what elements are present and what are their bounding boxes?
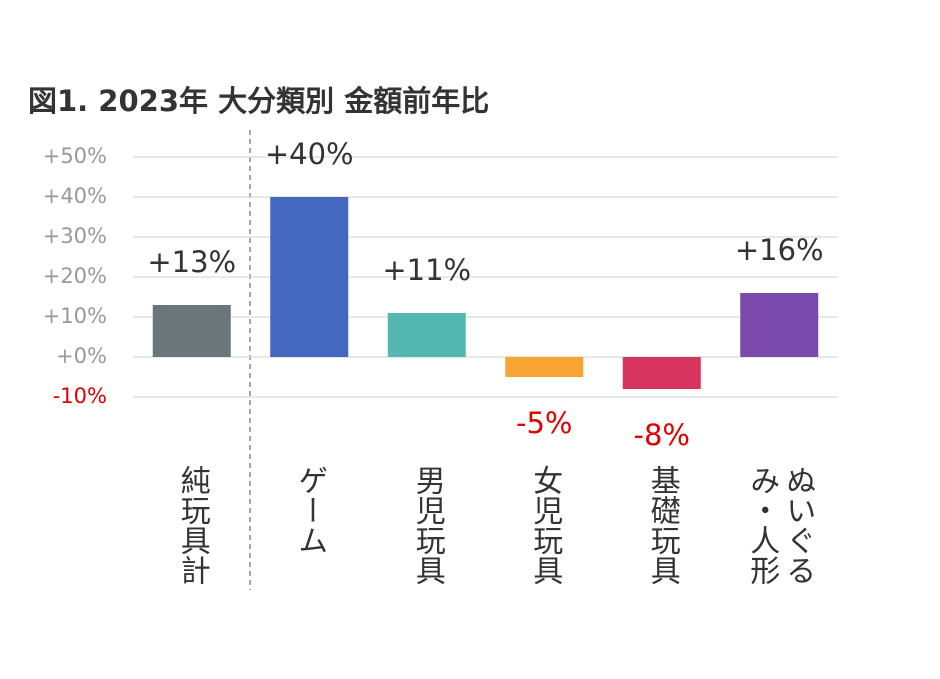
y-tick-label: +30% (43, 224, 107, 248)
chart-title: 図1. 2023年 大分類別 金額前年比 (28, 84, 489, 118)
bar (505, 357, 584, 377)
x-tick-label: 基礎玩具 (644, 465, 680, 585)
value-label: +16% (735, 233, 824, 267)
x-tick-label: ぬいぐるみ・人形 (744, 465, 816, 585)
value-label: +11% (382, 253, 471, 287)
bar (270, 197, 349, 357)
y-tick-label: +40% (43, 184, 107, 208)
y-tick-label: +50% (43, 144, 107, 168)
y-tick-label: -10% (53, 384, 107, 408)
x-tick-label: 女児玩具 (527, 465, 563, 585)
value-label: +13% (147, 245, 236, 279)
bar (152, 305, 231, 357)
value-label: +40% (265, 137, 354, 171)
bar (622, 357, 701, 389)
bar (387, 313, 466, 357)
x-tick-label: 純玩具計 (174, 465, 210, 585)
bar (740, 293, 819, 357)
y-tick-label: +10% (43, 304, 107, 328)
value-label: -8% (634, 418, 690, 452)
y-tick-label: +0% (56, 344, 107, 368)
value-label: -5% (516, 406, 572, 440)
x-tick-label: ゲーム (292, 465, 328, 555)
y-tick-label: +20% (43, 264, 107, 288)
x-tick-label: 男児玩具 (409, 465, 445, 585)
